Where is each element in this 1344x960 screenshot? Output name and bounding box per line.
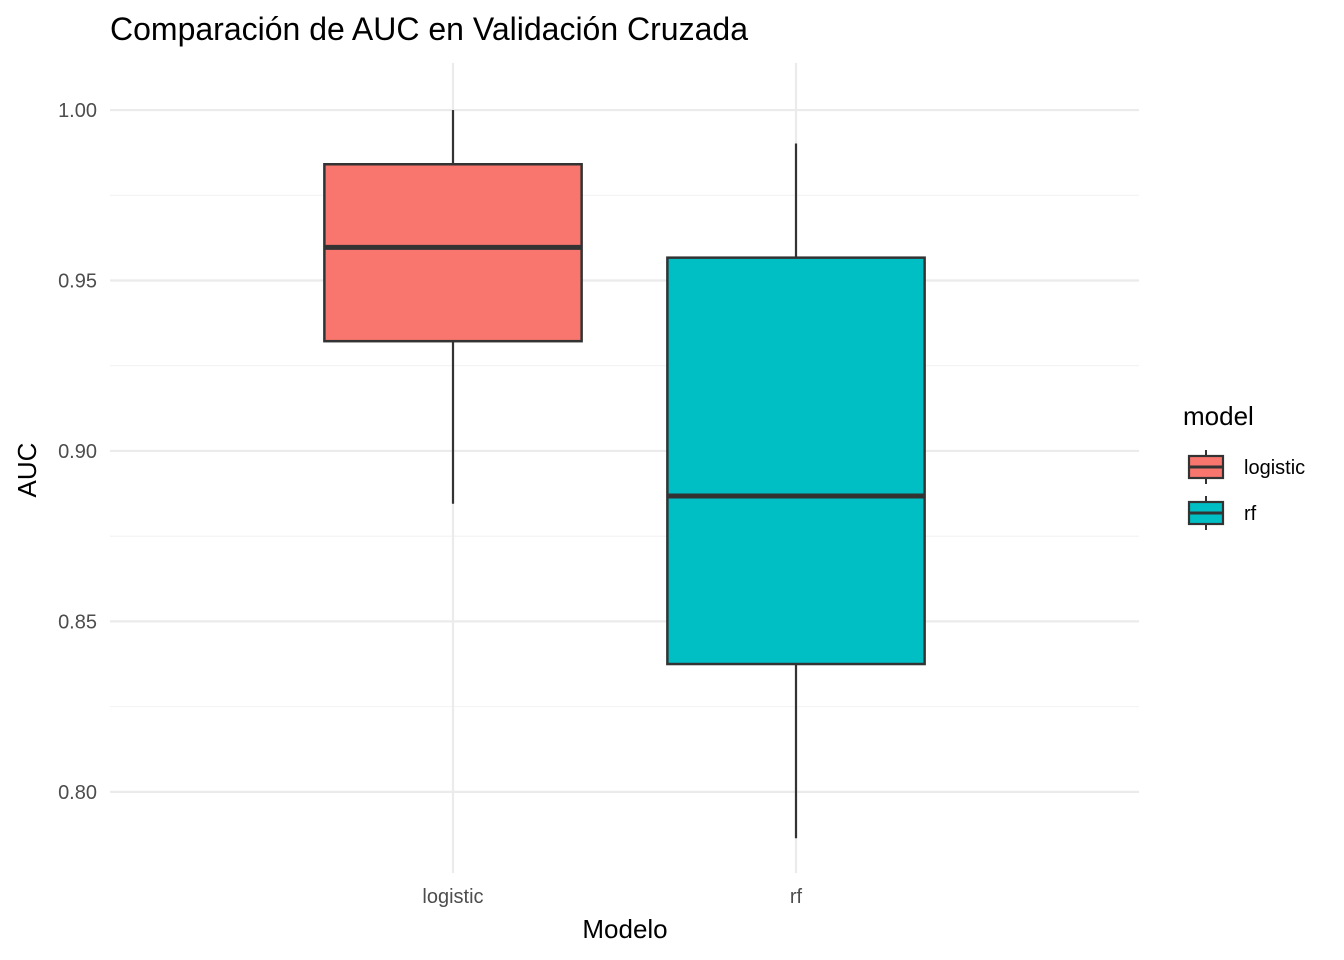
chart-title: Comparación de AUC en Validación Cruzada	[110, 11, 748, 47]
legend-label: rf	[1244, 503, 1257, 525]
y-axis-ticks: 0.80 0.85 0.90 0.95 1.00	[58, 100, 97, 804]
legend-item-rf: rf	[1187, 496, 1257, 530]
y-tick-label: 0.80	[58, 782, 97, 804]
x-tick-label: rf	[790, 886, 803, 908]
x-tick-label: logistic	[422, 886, 483, 908]
legend-label: logistic	[1244, 457, 1305, 479]
box-rf	[666, 143, 926, 839]
legend-item-logistic: logistic	[1187, 450, 1305, 484]
boxes	[323, 110, 926, 839]
y-tick-label: 0.95	[58, 271, 97, 293]
box-iqr	[666, 256, 926, 666]
y-tick-label: 1.00	[58, 100, 97, 122]
y-tick-label: 0.85	[58, 611, 97, 633]
x-axis-title: Modelo	[582, 914, 667, 944]
y-axis-title: AUC	[12, 443, 42, 498]
y-tick-label: 0.90	[58, 441, 97, 463]
legend-title: model	[1183, 401, 1254, 431]
box-iqr	[323, 163, 583, 343]
x-axis-ticks: logistic rf	[422, 886, 802, 908]
box-logistic	[323, 110, 583, 504]
legend: model logistic rf	[1183, 401, 1305, 530]
grid	[110, 63, 1139, 873]
